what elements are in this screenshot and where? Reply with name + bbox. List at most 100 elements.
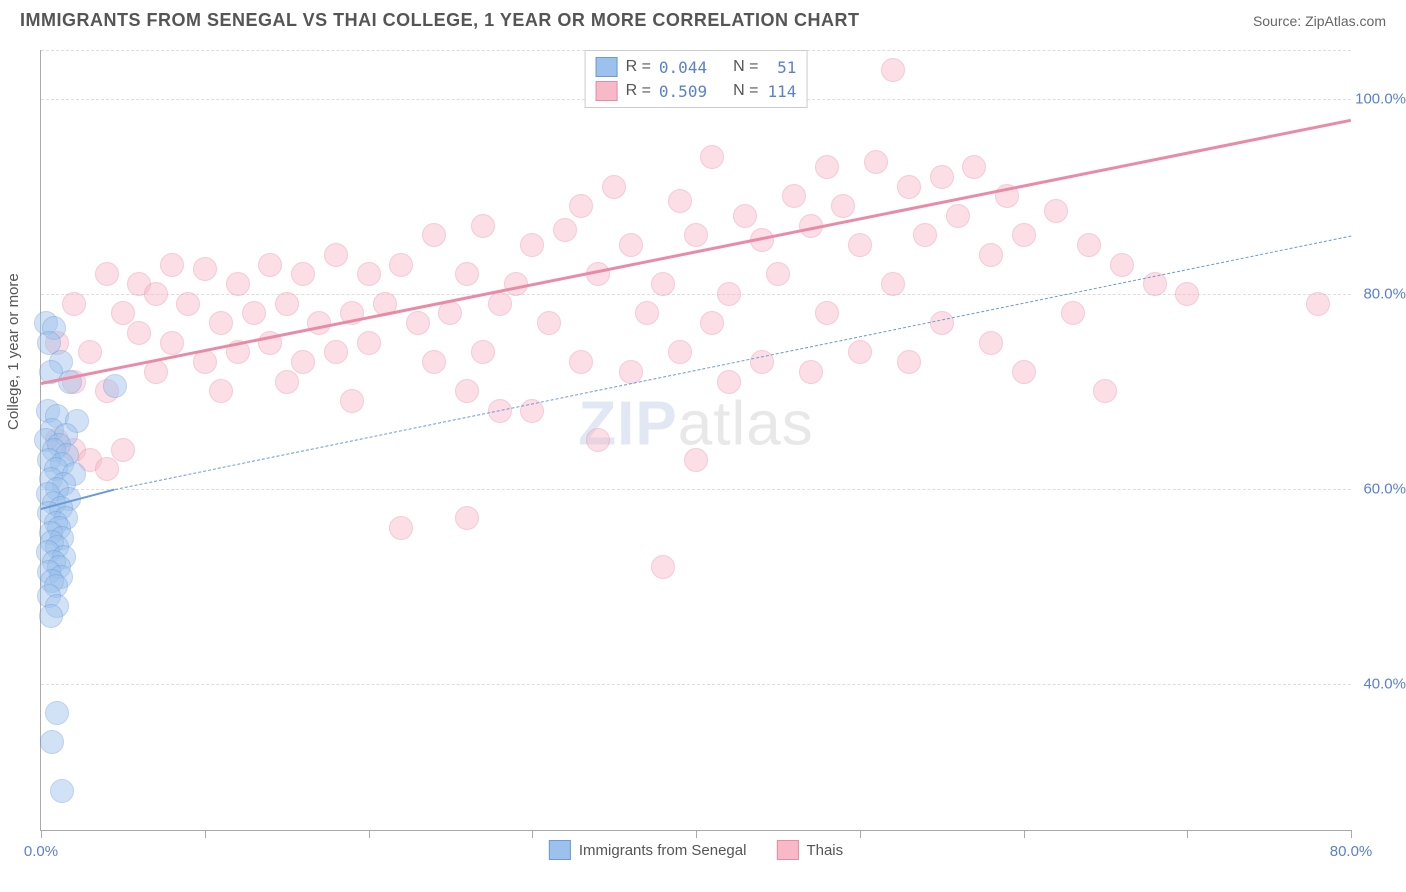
- x-tick: [41, 830, 42, 838]
- data-point-thais: [537, 311, 561, 335]
- data-point-thais: [635, 301, 659, 325]
- data-point-senegal: [39, 604, 63, 628]
- r-label: R =: [626, 82, 651, 100]
- data-point-thais: [684, 223, 708, 247]
- data-point-thais: [1077, 233, 1101, 257]
- legend-stats-row: R = 0.044 N = 51: [596, 55, 797, 79]
- data-point-thais: [488, 292, 512, 316]
- data-point-thais: [226, 272, 250, 296]
- chart-title: IMMIGRANTS FROM SENEGAL VS THAI COLLEGE,…: [20, 10, 860, 31]
- data-point-thais: [275, 370, 299, 394]
- legend-label-senegal: Immigrants from Senegal: [579, 842, 747, 859]
- data-point-thais: [422, 223, 446, 247]
- data-point-thais: [1110, 253, 1134, 277]
- data-point-thais: [619, 233, 643, 257]
- data-point-thais: [406, 311, 430, 335]
- legend-item-senegal: Immigrants from Senegal: [549, 840, 747, 860]
- data-point-thais: [389, 516, 413, 540]
- data-point-thais: [307, 311, 331, 335]
- data-point-senegal: [103, 374, 127, 398]
- data-point-thais: [1012, 223, 1036, 247]
- x-tick: [532, 830, 533, 838]
- data-point-thais: [209, 311, 233, 335]
- legend-stats-row: R = 0.509 N = 114: [596, 79, 797, 103]
- data-point-thais: [930, 311, 954, 335]
- data-point-thais: [1306, 292, 1330, 316]
- data-point-thais: [209, 379, 233, 403]
- legend-stats: R = 0.044 N = 51 R = 0.509 N = 114: [585, 50, 808, 108]
- data-point-thais: [602, 175, 626, 199]
- x-tick: [1187, 830, 1188, 838]
- data-point-thais: [160, 331, 184, 355]
- data-point-thais: [1061, 301, 1085, 325]
- data-point-thais: [651, 555, 675, 579]
- data-point-thais: [700, 145, 724, 169]
- data-point-thais: [930, 165, 954, 189]
- data-point-thais: [897, 350, 921, 374]
- data-point-thais: [848, 340, 872, 364]
- data-point-thais: [946, 204, 970, 228]
- n-value-thais: 114: [766, 82, 796, 101]
- data-point-thais: [782, 184, 806, 208]
- data-point-thais: [864, 150, 888, 174]
- data-point-thais: [324, 243, 348, 267]
- data-point-thais: [62, 292, 86, 316]
- data-point-thais: [144, 282, 168, 306]
- data-point-senegal: [45, 701, 69, 725]
- data-point-thais: [455, 379, 479, 403]
- legend-series: Immigrants from Senegal Thais: [549, 840, 843, 860]
- data-point-thais: [160, 253, 184, 277]
- data-point-thais: [520, 233, 544, 257]
- y-tick-label: 40.0%: [1363, 675, 1406, 692]
- x-tick: [369, 830, 370, 838]
- x-tick: [1024, 830, 1025, 838]
- data-point-thais: [455, 506, 479, 530]
- data-point-thais: [897, 175, 921, 199]
- data-point-thais: [569, 350, 593, 374]
- data-point-senegal: [40, 730, 64, 754]
- data-point-thais: [1012, 360, 1036, 384]
- data-point-thais: [1093, 379, 1117, 403]
- x-tick-label: 80.0%: [1330, 843, 1373, 860]
- data-point-thais: [881, 58, 905, 82]
- data-point-thais: [815, 301, 839, 325]
- y-tick-label: 80.0%: [1363, 285, 1406, 302]
- legend-label-thais: Thais: [806, 842, 843, 859]
- data-point-thais: [619, 360, 643, 384]
- data-point-thais: [471, 340, 495, 364]
- data-point-thais: [357, 331, 381, 355]
- data-point-thais: [979, 243, 1003, 267]
- x-tick-label: 0.0%: [24, 843, 58, 860]
- data-point-thais: [881, 272, 905, 296]
- data-point-thais: [651, 272, 675, 296]
- data-point-thais: [471, 214, 495, 238]
- x-tick: [1351, 830, 1352, 838]
- data-point-thais: [962, 155, 986, 179]
- data-point-thais: [815, 155, 839, 179]
- data-point-thais: [668, 340, 692, 364]
- data-point-thais: [684, 448, 708, 472]
- data-point-thais: [717, 370, 741, 394]
- data-point-thais: [979, 331, 1003, 355]
- data-point-senegal: [50, 779, 74, 803]
- data-point-thais: [242, 301, 266, 325]
- data-point-thais: [193, 257, 217, 281]
- data-point-thais: [700, 311, 724, 335]
- r-label: R =: [626, 58, 651, 76]
- data-point-thais: [275, 292, 299, 316]
- data-point-thais: [176, 292, 200, 316]
- data-point-thais: [553, 218, 577, 242]
- data-point-thais: [668, 189, 692, 213]
- x-tick: [860, 830, 861, 838]
- legend-item-thais: Thais: [776, 840, 843, 860]
- data-point-thais: [111, 438, 135, 462]
- gridline: [41, 489, 1351, 490]
- data-point-thais: [766, 262, 790, 286]
- legend-swatch-thais: [596, 81, 618, 101]
- data-point-thais: [324, 340, 348, 364]
- n-label: N =: [733, 58, 758, 76]
- data-point-thais: [291, 350, 315, 374]
- n-value-senegal: 51: [766, 58, 796, 77]
- gridline: [41, 684, 1351, 685]
- r-value-thais: 0.509: [659, 82, 707, 101]
